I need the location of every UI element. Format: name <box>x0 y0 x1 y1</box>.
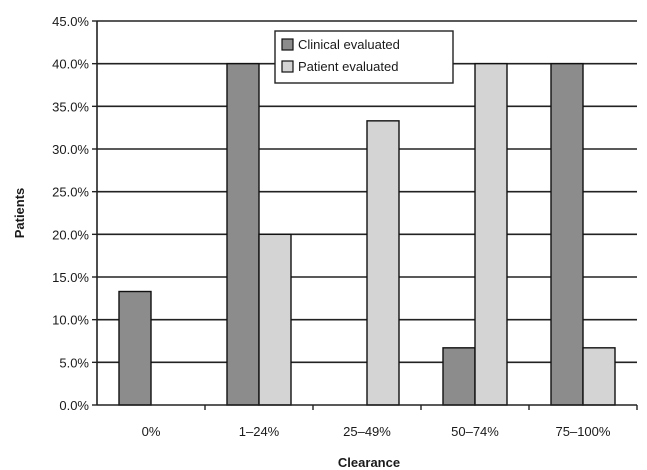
x-tick-label: 1–24% <box>239 424 280 439</box>
legend-swatch <box>281 60 294 73</box>
y-tick-label: 25.0% <box>52 185 89 200</box>
y-tick-label: 10.0% <box>52 313 89 328</box>
y-tick-label: 30.0% <box>52 142 89 157</box>
axes <box>92 20 638 410</box>
legend-label: Patient evaluated <box>298 59 398 74</box>
x-tick-labels: 0% 1–24% 25–49% 50–74% 75–100% <box>142 424 611 439</box>
x-tick-label: 0% <box>142 424 161 439</box>
legend-swatch <box>281 38 294 51</box>
legend-box <box>274 30 454 84</box>
y-tick-label: 40.0% <box>52 57 89 72</box>
legend-label: Clinical evaluated <box>298 37 400 52</box>
bar-clinical <box>226 62 260 406</box>
y-tick-label: 35.0% <box>52 99 89 114</box>
y-tick-label: 20.0% <box>52 227 89 242</box>
bar-patient <box>582 347 616 406</box>
bar-patient <box>258 233 292 406</box>
y-tick-labels: 0.0% 5.0% 10.0% 15.0% 20.0% 25.0% 30.0% 35.0% 40… <box>52 14 89 413</box>
y-tick-label: 0.0% <box>59 398 89 413</box>
bar-patient <box>474 62 508 406</box>
bars <box>118 62 616 406</box>
x-tick-label: 75–100% <box>556 424 611 439</box>
bar-patient <box>366 120 400 406</box>
x-tick-label: 50–74% <box>451 424 499 439</box>
bar-clinical <box>550 62 584 406</box>
y-tick-label: 15.0% <box>52 270 89 285</box>
legend: Clinical evaluated Patient evaluated <box>274 30 454 84</box>
bar-clinical <box>442 347 476 406</box>
x-axis-label: Clearance <box>338 455 400 470</box>
y-tick-label: 5.0% <box>59 355 89 370</box>
y-axis-label: Patients <box>12 188 27 239</box>
y-tick-label: 45.0% <box>52 14 89 29</box>
bar-clinical <box>118 290 152 406</box>
x-tick-label: 25–49% <box>343 424 391 439</box>
